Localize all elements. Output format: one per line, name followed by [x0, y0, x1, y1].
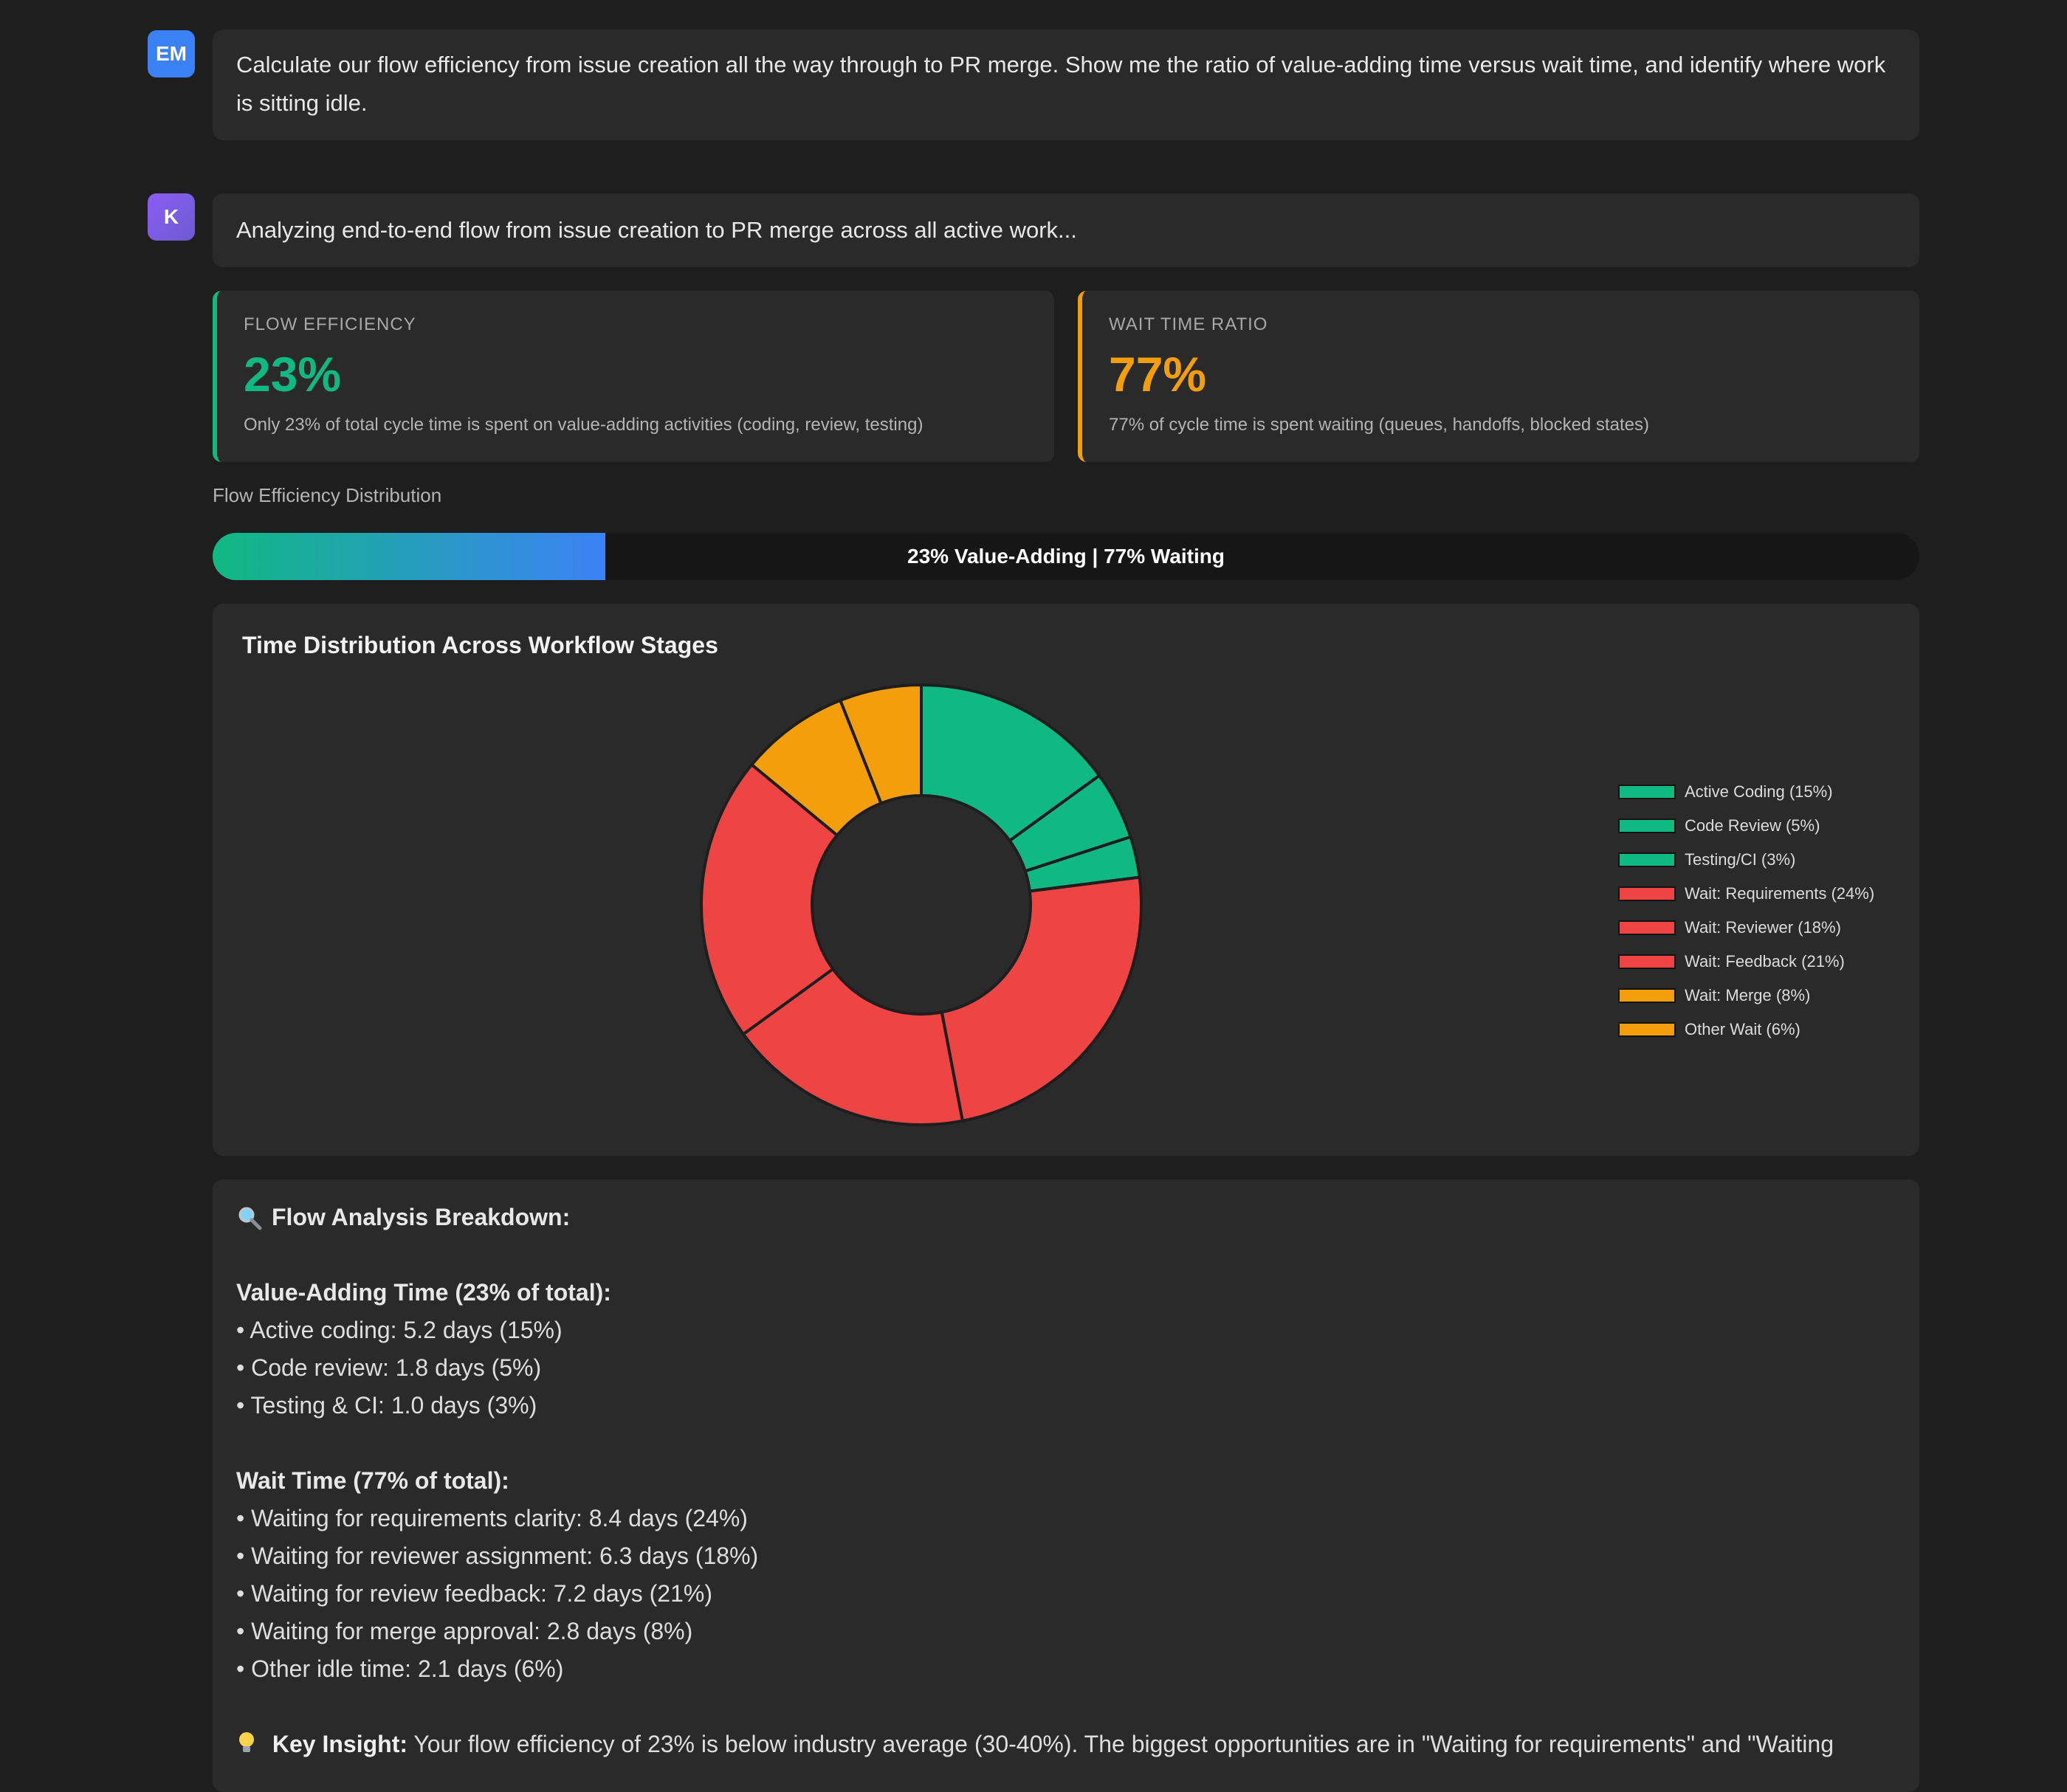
list-item: Waiting for requirements clarity: 8.4 da…: [236, 1500, 1896, 1537]
flow-efficiency-value: 23%: [244, 347, 342, 402]
flow-efficiency-label: FLOW EFFICIENCY: [244, 314, 416, 334]
legend-swatch: [1618, 988, 1676, 1003]
legend-swatch: [1618, 1022, 1676, 1037]
legend-item[interactable]: Other Wait (6%): [1618, 1013, 1874, 1047]
legend-label: Wait: Requirements (24%): [1685, 884, 1875, 903]
legend-label: Wait: Feedback (21%): [1685, 952, 1845, 971]
legend-item[interactable]: Wait: Feedback (21%): [1618, 945, 1874, 979]
wait-time-title: Wait Time (77% of total):: [236, 1467, 509, 1494]
value-adding-list: Active coding: 5.2 days (15%)Code review…: [236, 1312, 1896, 1424]
flow-efficiency-description: Only 23% of total cycle time is spent on…: [244, 415, 924, 435]
list-item: Other idle time: 2.1 days (6%): [236, 1650, 1896, 1688]
donut-slice[interactable]: [838, 683, 923, 805]
wait-time-list: Waiting for requirements clarity: 8.4 da…: [236, 1500, 1896, 1688]
donut-slice[interactable]: [741, 967, 965, 1126]
insight-label: Key Insight:: [272, 1731, 408, 1757]
legend-swatch: [1618, 954, 1676, 969]
legend-swatch: [1618, 785, 1676, 799]
list-item: Waiting for reviewer assignment: 6.3 day…: [236, 1537, 1896, 1575]
legend-item[interactable]: Testing/CI (3%): [1618, 843, 1874, 877]
list-item: Waiting for review feedback: 7.2 days (2…: [236, 1575, 1896, 1613]
magnifier-icon: [236, 1205, 263, 1231]
list-item: Code review: 1.8 days (5%): [236, 1349, 1896, 1387]
legend-swatch: [1618, 852, 1676, 867]
chart-card: Time Distribution Across Workflow Stages…: [213, 604, 1919, 1156]
donut-chart: [700, 683, 1143, 1126]
user-avatar: EM: [148, 30, 195, 77]
legend-label: Wait: Reviewer (18%): [1685, 918, 1841, 937]
list-item: Testing & CI: 1.0 days (3%): [236, 1387, 1896, 1424]
legend-label: Wait: Merge (8%): [1685, 986, 1811, 1004]
wait-time-card: WAIT TIME RATIO 77% 77% of cycle time is…: [1078, 291, 1919, 462]
value-adding-title: Value-Adding Time (23% of total):: [236, 1279, 611, 1306]
wait-time-label: WAIT TIME RATIO: [1109, 314, 1268, 334]
legend-item[interactable]: Wait: Merge (8%): [1618, 979, 1874, 1013]
legend-label: Other Wait (6%): [1685, 1020, 1801, 1038]
distribution-bar: 23% Value-Adding | 77% Waiting: [213, 533, 1919, 580]
legend-item[interactable]: Code Review (5%): [1618, 809, 1874, 843]
breakdown-heading: Flow Analysis Breakdown:: [236, 1199, 1896, 1236]
donut-slice[interactable]: [700, 762, 839, 1036]
lightbulb-icon: [236, 1730, 257, 1757]
legend-label: Active Coding (15%): [1685, 782, 1833, 801]
key-insight: Key Insight: Your flow efficiency of 23%…: [236, 1726, 1896, 1763]
flow-efficiency-card: FLOW EFFICIENCY 23% Only 23% of total cy…: [213, 291, 1054, 462]
flow-analysis-breakdown: Flow Analysis Breakdown: Value-Adding Ti…: [213, 1179, 1919, 1792]
legend-item[interactable]: Wait: Reviewer (18%): [1618, 911, 1874, 945]
chart-title: Time Distribution Across Workflow Stages: [242, 632, 718, 658]
list-item: Waiting for merge approval: 2.8 days (8%…: [236, 1613, 1896, 1650]
breakdown-title: Flow Analysis Breakdown:: [272, 1204, 571, 1230]
distribution-bar-label: 23% Value-Adding | 77% Waiting: [907, 545, 1225, 568]
chart-legend: Active Coding (15%) Code Review (5%) Testi…: [1618, 775, 1874, 1047]
distribution-bar-fill: [213, 533, 605, 580]
legend-item[interactable]: Active Coding (15%): [1618, 775, 1874, 809]
insight-text: Your flow efficiency of 23% is below ind…: [407, 1731, 1834, 1757]
user-message: Calculate our flow efficiency from issue…: [213, 30, 1919, 140]
legend-swatch: [1618, 920, 1676, 935]
donut-slice[interactable]: [920, 683, 1101, 843]
legend-item[interactable]: Wait: Requirements (24%): [1618, 877, 1874, 911]
legend-label: Code Review (5%): [1685, 816, 1820, 835]
distribution-title: Flow Efficiency Distribution: [213, 484, 442, 506]
legend-label: Testing/CI (3%): [1685, 850, 1796, 869]
legend-swatch: [1618, 886, 1676, 901]
wait-time-value: 77%: [1109, 347, 1207, 402]
assistant-message: Analyzing end-to-end flow from issue cre…: [213, 193, 1919, 267]
list-item: Active coding: 5.2 days (15%): [236, 1312, 1896, 1349]
assistant-avatar: K: [148, 193, 195, 241]
legend-swatch: [1618, 819, 1676, 833]
wait-time-description: 77% of cycle time is spent waiting (queu…: [1109, 415, 1649, 435]
donut-slice[interactable]: [940, 875, 1143, 1123]
